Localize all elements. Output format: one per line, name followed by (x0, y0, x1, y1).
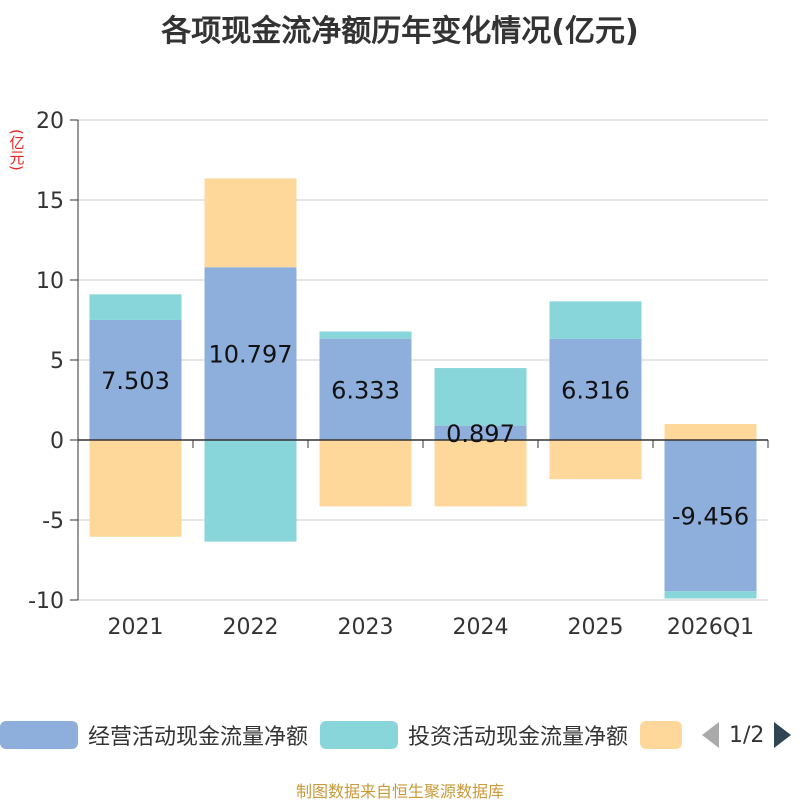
legend-label-operating: 经营活动现金流量净额 (88, 725, 309, 750)
x-tick-label: 2026Q1 (667, 615, 754, 640)
y-tick-label: 15 (36, 189, 64, 214)
chart-title: 各项现金流净额历年变化情况(亿元) (161, 14, 639, 49)
source-note: 制图数据来自恒生聚源数据库 (295, 782, 504, 801)
x-tick-label: 2024 (453, 615, 509, 640)
legend-swatch-financing (640, 721, 682, 749)
legend-prev-icon[interactable] (702, 722, 719, 748)
legend-page-indicator: 1/2 (729, 722, 765, 748)
y-tick-label: 20 (36, 109, 64, 134)
bar-1-2026Q1 (664, 591, 757, 599)
legend-item-investing[interactable]: 投资活动现金流量净额 (320, 714, 628, 756)
bar-0-2024 (434, 425, 527, 440)
bar-2-2022 (204, 178, 297, 268)
bar-1-2023 (319, 331, 412, 339)
x-tick-label: 2025 (568, 615, 624, 640)
bar-2-2026Q1 (664, 424, 757, 440)
x-tick-label: 2021 (108, 615, 164, 640)
y-tick-label: 10 (36, 269, 64, 294)
legend-item-financing[interactable] (640, 714, 682, 756)
data-label: 7.503 (101, 367, 170, 395)
bar-0-2026Q1 (664, 440, 757, 592)
bar-0-2021 (89, 319, 182, 440)
legend-next-icon[interactable] (774, 722, 792, 748)
y-tick-label: 0 (50, 429, 64, 454)
data-label: 0.897 (446, 420, 515, 448)
data-label: -9.456 (672, 503, 749, 531)
legend: 经营活动现金流量净额 投资活动现金流量净额 1/2 (0, 714, 800, 756)
bar-1-2024 (434, 368, 527, 426)
bar-0-2023 (319, 338, 412, 440)
data-label: 6.333 (331, 376, 400, 404)
bar-1-2021 (89, 294, 182, 320)
data-label: 6.316 (561, 376, 630, 404)
bar-1-2025 (549, 301, 642, 339)
bar-0-2025 (549, 338, 642, 440)
bar-2-2021 (89, 440, 182, 537)
data-label: 10.797 (209, 341, 293, 369)
bar-2-2024 (434, 440, 527, 507)
legend-swatch-investing (320, 721, 398, 749)
x-tick-label: 2023 (338, 615, 394, 640)
bar-2-2025 (549, 440, 642, 480)
bar-1-2022 (204, 440, 297, 542)
legend-label-investing: 投资活动现金流量净额 (408, 725, 629, 750)
bar-0-2022 (204, 267, 297, 440)
bar-2-2023 (319, 440, 412, 507)
y-axis-unit: (亿元) (7, 129, 26, 171)
y-tick-label: -5 (42, 509, 64, 534)
y-tick-label: 5 (50, 349, 64, 374)
x-tick-label: 2022 (223, 615, 279, 640)
legend-item-operating[interactable]: 经营活动现金流量净额 (0, 714, 308, 756)
y-tick-label: -10 (28, 589, 64, 614)
legend-swatch-operating (0, 721, 78, 749)
legend-pager: 1/2 (702, 714, 792, 756)
